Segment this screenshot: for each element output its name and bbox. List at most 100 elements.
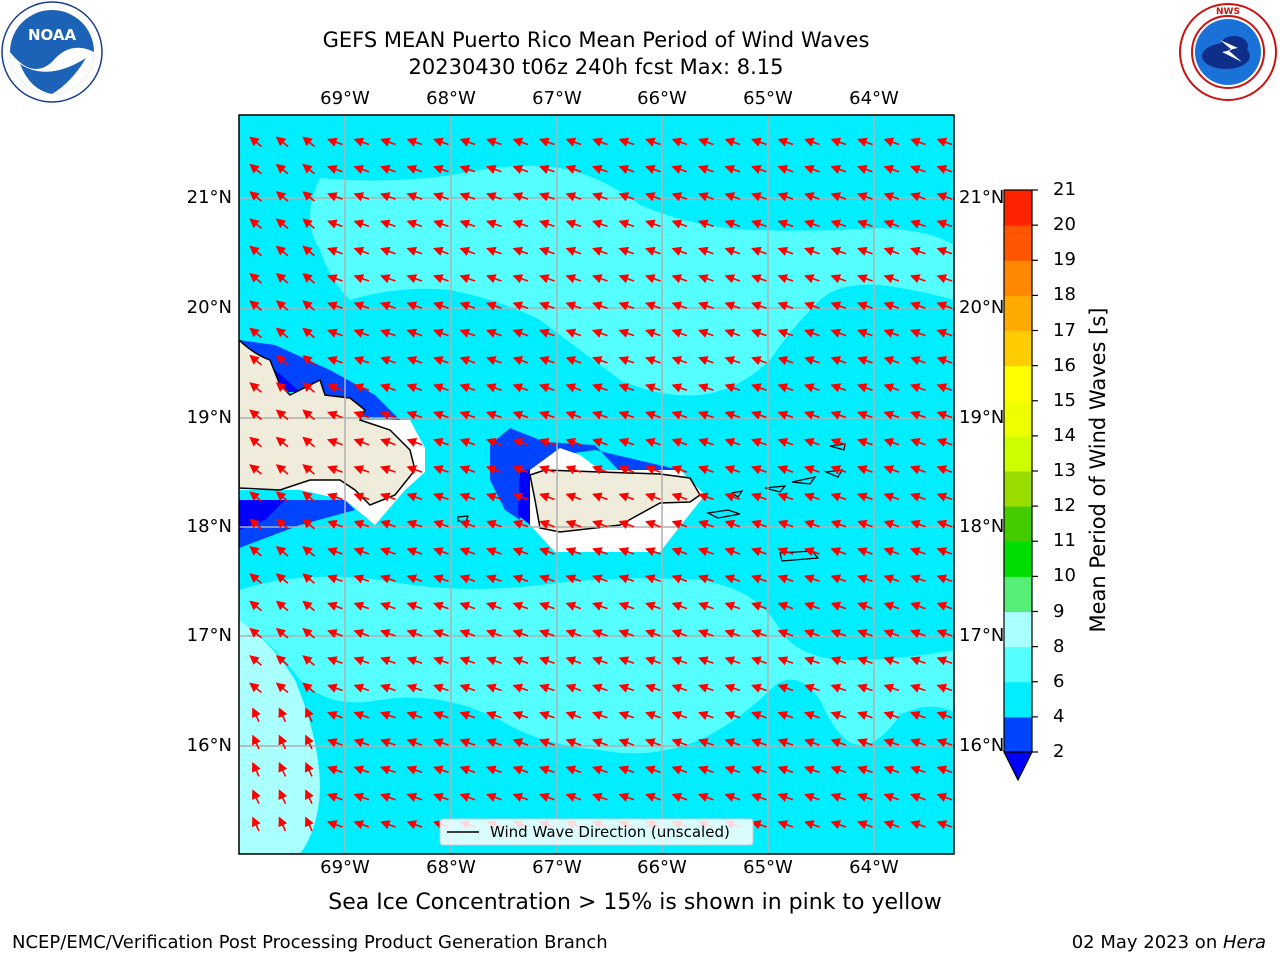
wind-wave-arrow — [406, 519, 423, 529]
lon-label-top: 66°W — [637, 88, 687, 109]
wind-wave-arrow — [432, 301, 449, 311]
wind-wave-arrow — [803, 137, 820, 147]
wind-wave-arrow — [326, 301, 343, 311]
wind-wave-arrow — [644, 629, 661, 639]
wind-wave-arrow — [618, 301, 635, 311]
wind-wave-arrow — [750, 301, 767, 311]
wind-wave-arrow — [353, 274, 370, 284]
colorbar-extend-triangle — [1003, 751, 1033, 782]
lon-label-bottom: 67°W — [532, 857, 582, 878]
wind-wave-arrow — [512, 765, 529, 775]
wind-wave-arrow — [644, 792, 661, 802]
wind-wave-arrow — [644, 383, 661, 393]
wind-wave-arrow — [538, 328, 555, 338]
wind-wave-arrow — [883, 383, 900, 393]
wind-wave-arrow — [406, 738, 423, 748]
wind-wave-arrow — [909, 656, 926, 666]
wind-wave-arrow — [724, 765, 741, 775]
wind-wave-arrow — [353, 328, 370, 338]
wind-wave-arrow — [538, 738, 555, 748]
wind-wave-arrow — [618, 710, 635, 721]
wind-wave-arrow — [459, 765, 476, 775]
wind-wave-arrow — [353, 137, 370, 147]
wind-wave-arrow — [302, 682, 316, 694]
wind-wave-arrow — [406, 192, 423, 202]
wind-wave-arrow — [697, 301, 714, 311]
lat-label-right: 21°N — [959, 187, 1005, 208]
wind-wave-arrow — [591, 465, 608, 475]
wind-wave-arrow — [302, 436, 316, 448]
svg-text:NWS: NWS — [1216, 7, 1240, 17]
wind-wave-arrow — [565, 601, 582, 611]
wind-wave-arrow — [697, 601, 714, 611]
wind-wave-arrow — [538, 547, 555, 557]
wind-wave-arrow — [459, 738, 476, 748]
wind-wave-arrow — [644, 164, 661, 175]
map-legend: Wind Wave Direction (unscaled) — [439, 818, 754, 846]
wind-wave-arrow — [936, 656, 953, 666]
wind-wave-arrow — [856, 383, 873, 393]
wind-wave-arrow — [803, 765, 820, 775]
wind-wave-arrow — [485, 164, 502, 175]
wind-wave-arrow — [512, 683, 529, 693]
wind-wave-arrow — [538, 383, 555, 393]
wind-wave-arrow — [275, 218, 289, 230]
wind-wave-arrow — [750, 574, 767, 584]
wind-wave-arrow — [724, 465, 741, 475]
wind-wave-arrow — [697, 383, 714, 393]
wind-wave-arrow — [724, 328, 741, 338]
wind-wave-arrow — [803, 519, 820, 529]
wind-wave-arrow — [591, 547, 608, 557]
noaa-logo-text: NOAA — [28, 26, 77, 44]
wind-wave-arrow — [777, 437, 794, 448]
wind-wave-arrow — [856, 301, 873, 311]
wind-wave-arrow — [406, 328, 423, 338]
lat-label-left: 16°N — [186, 735, 232, 756]
colorbar-tick-label: 16 — [1053, 354, 1076, 376]
wind-wave-arrow — [512, 656, 529, 666]
wind-wave-arrow — [750, 164, 767, 175]
wind-wave-arrow — [724, 246, 741, 256]
wind-wave-arrow — [671, 683, 688, 693]
wind-wave-arrow — [883, 356, 900, 366]
wind-wave-arrow — [777, 219, 794, 229]
wind-wave-arrow — [936, 792, 953, 802]
wind-wave-arrow — [353, 656, 370, 666]
wind-wave-arrow — [856, 274, 873, 284]
wind-wave-arrow — [909, 383, 926, 393]
wind-wave-arrow — [697, 792, 714, 802]
wind-wave-arrow — [671, 710, 688, 721]
wind-wave-arrow — [302, 491, 316, 503]
wind-wave-arrow — [326, 328, 343, 338]
wind-wave-arrow — [432, 219, 449, 229]
colorbar-segment — [1004, 260, 1032, 296]
wind-wave-arrow — [565, 274, 582, 284]
lat-label-left: 18°N — [186, 516, 232, 537]
wind-wave-arrow — [644, 465, 661, 475]
wind-wave-arrow — [302, 600, 316, 612]
wind-wave-arrow — [304, 707, 314, 723]
wind-wave-arrow — [302, 163, 316, 175]
wind-wave-arrow — [459, 328, 476, 338]
wind-wave-arrow — [936, 492, 953, 502]
wind-wave-arrow — [326, 547, 343, 557]
wind-wave-arrow — [830, 738, 847, 748]
wind-wave-arrow — [485, 356, 502, 366]
wind-wave-arrow — [485, 547, 502, 557]
wind-wave-arrow — [485, 192, 502, 202]
wind-wave-arrow — [249, 409, 263, 421]
wind-wave-arrow — [724, 492, 741, 502]
wind-wave-arrow — [406, 356, 423, 366]
wind-wave-arrow — [591, 629, 608, 639]
wind-wave-arrow — [724, 738, 741, 748]
wind-wave-arrow — [856, 328, 873, 338]
wind-wave-arrow — [275, 682, 289, 694]
wind-wave-arrow — [856, 246, 873, 256]
wind-wave-arrow — [856, 492, 873, 502]
wind-wave-arrow — [803, 192, 820, 202]
wind-wave-arrow — [538, 574, 555, 584]
wind-wave-arrow — [406, 492, 423, 502]
wind-wave-arrow — [909, 246, 926, 256]
wind-wave-arrow — [379, 164, 396, 175]
wind-wave-arrow — [565, 356, 582, 366]
